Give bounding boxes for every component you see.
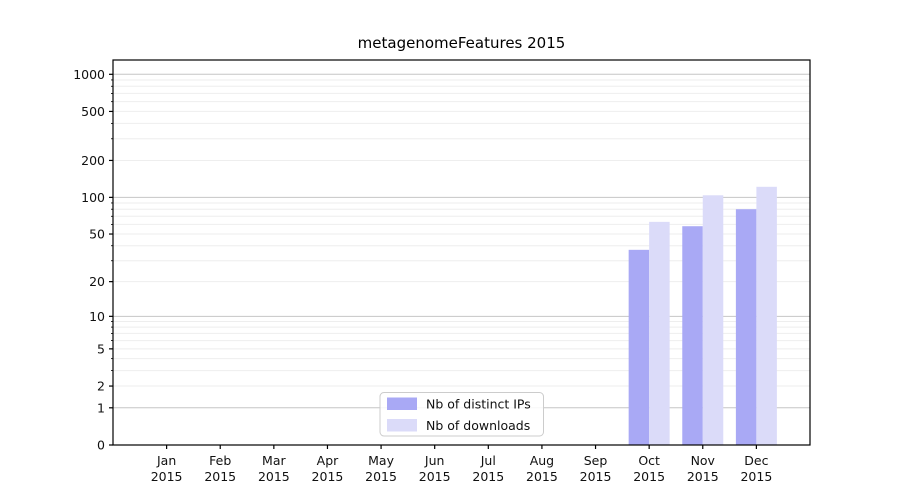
- x-tick-label-month: May: [368, 453, 394, 468]
- x-tick-label-year: 2015: [365, 469, 397, 484]
- y-tick-label: 10: [89, 309, 105, 324]
- x-tick-label-year: 2015: [419, 469, 451, 484]
- x-tick-label-month: Aug: [530, 453, 554, 468]
- x-tick-label-month: Feb: [209, 453, 231, 468]
- x-tick-label-year: 2015: [580, 469, 612, 484]
- legend-label-nb-of-distinct-ips: Nb of distinct IPs: [426, 397, 531, 412]
- x-tick-label-month: Apr: [317, 453, 339, 468]
- x-tick-label-year: 2015: [687, 469, 719, 484]
- y-tick-label: 1: [97, 400, 105, 415]
- x-tick-label-year: 2015: [740, 469, 772, 484]
- legend-box: [379, 392, 544, 437]
- x-tick-label-month: Jan: [156, 453, 176, 468]
- x-tick-label-year: 2015: [526, 469, 558, 484]
- x-tick-label-month: Sep: [584, 453, 608, 468]
- y-tick-label: 50: [89, 227, 105, 242]
- x-tick-label-month: Dec: [744, 453, 768, 468]
- y-tick-label: 1000: [73, 67, 105, 82]
- x-tick-label-month: Mar: [262, 453, 286, 468]
- x-tick-label-month: Jun: [424, 453, 445, 468]
- x-tick-label-month: Jul: [480, 453, 496, 468]
- x-tick-label-month: Oct: [638, 453, 660, 468]
- y-tick-label: 20: [89, 274, 105, 289]
- legend-label-nb-of-downloads: Nb of downloads: [426, 418, 530, 433]
- bar-nb-of-downloads-oct: [649, 221, 670, 445]
- x-tick-label-year: 2015: [204, 469, 236, 484]
- legend-swatch-nb-of-downloads: [387, 419, 417, 432]
- bar-nb-of-distinct-ips-dec: [735, 209, 757, 445]
- bar-nb-of-distinct-ips-nov: [682, 226, 703, 445]
- bar-nb-of-downloads-nov: [702, 195, 724, 445]
- x-tick-label-year: 2015: [633, 469, 665, 484]
- y-tick-label: 5: [97, 341, 105, 356]
- y-tick-label: 200: [81, 153, 105, 168]
- bar-nb-of-downloads-dec: [756, 186, 777, 445]
- x-tick-label-year: 2015: [312, 469, 344, 484]
- y-tick-label: 2: [97, 379, 105, 394]
- x-tick-label-year: 2015: [258, 469, 290, 484]
- y-tick-label: 100: [81, 190, 105, 205]
- bar-nb-of-distinct-ips-oct: [628, 249, 650, 445]
- x-tick-label-month: Nov: [691, 453, 716, 468]
- legend-swatch-nb-of-distinct-ips: [387, 397, 417, 410]
- y-tick-label: 500: [81, 104, 105, 119]
- x-tick-label-year: 2015: [472, 469, 504, 484]
- y-tick-label: 0: [97, 438, 105, 453]
- chart-title: metagenomeFeatures 2015: [357, 34, 566, 52]
- plot-border: [112, 59, 811, 446]
- x-tick-label-year: 2015: [151, 469, 183, 484]
